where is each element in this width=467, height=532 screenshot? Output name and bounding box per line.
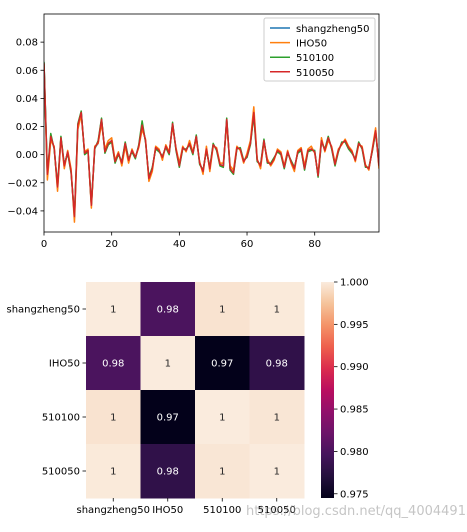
colorbar-tick-label: 0.985 xyxy=(340,405,369,416)
y-tick-label: 0.04 xyxy=(16,94,38,105)
heatmap-cell-label: 0.98 xyxy=(157,305,179,316)
heatmap-cell-label: 0.98 xyxy=(157,467,179,478)
heatmap-cell-label: 0.98 xyxy=(102,359,124,370)
y-tick-label: 0.02 xyxy=(16,122,38,133)
x-tick-label: 0 xyxy=(41,239,47,250)
heatmap-cell-label: 1 xyxy=(110,413,116,424)
heatmap-cell-label: 0.97 xyxy=(211,359,233,370)
heatmap-cell-label: 1 xyxy=(274,467,280,478)
heatmap-cell xyxy=(140,282,196,337)
y-tick-label: 0.06 xyxy=(16,66,38,77)
legend: shangzheng50 IHO50 510100 510050 xyxy=(263,17,376,82)
heatmap-cell xyxy=(195,444,250,499)
row-label: 510100 xyxy=(42,413,80,424)
heatmap-cell xyxy=(86,336,141,391)
plot-frame xyxy=(43,13,380,233)
heatmap-cell xyxy=(140,390,196,445)
colorbar-scale xyxy=(321,282,334,498)
correlation-heatmap: 1 0.98 1 1 0.98 1 0.97 0.98 1 0.97 1 1 1 0.98 1 1 shangz… xyxy=(6,282,305,516)
heatmap-cell-label: 1 xyxy=(219,413,225,424)
column-label: shangzheng50 xyxy=(76,505,150,516)
line-chart: 0 20 40 60 80 −0.04 −0.02 0.00 0.02 0.04 0.06 0.08 s… xyxy=(7,13,380,250)
colorbar-tick-label: 1.000 xyxy=(340,278,369,289)
colorbar-tick-label: 0.975 xyxy=(340,489,369,500)
heatmap-cell-label: 1 xyxy=(274,305,280,316)
heatmap-cell-label: 1 xyxy=(110,467,116,478)
x-tick-label: 20 xyxy=(105,239,118,250)
row-label: shangzheng50 xyxy=(6,305,80,316)
heatmap-cell xyxy=(249,390,305,445)
series-group xyxy=(44,61,379,223)
series-line-3 xyxy=(44,63,379,218)
column-label: 510100 xyxy=(203,505,241,516)
heatmap-cell xyxy=(195,390,250,445)
column-label: IHO50 xyxy=(152,505,183,516)
legend-label-3: 510050 xyxy=(296,68,334,79)
row-label: 510050 xyxy=(42,467,80,478)
heatmap-cell xyxy=(195,282,250,337)
legend-label-0: shangzheng50 xyxy=(296,24,370,35)
y-tick-label: −0.04 xyxy=(7,206,38,217)
y-tick-label: −0.02 xyxy=(7,178,38,189)
legend-label-1: IHO50 xyxy=(296,39,327,50)
y-tick-label: 0.08 xyxy=(16,38,38,49)
legend-box xyxy=(263,17,376,82)
colorbar-tick-label: 0.990 xyxy=(340,362,369,373)
heatmap-cell xyxy=(249,444,305,499)
heatmap-cell-label: 1 xyxy=(219,305,225,316)
heatmap-cell-label: 0.97 xyxy=(157,413,179,424)
series-line-1 xyxy=(44,67,379,223)
legend-label-2: 510100 xyxy=(296,53,334,64)
heatmap-cell xyxy=(249,282,305,337)
colorbar: 0.975 0.980 0.985 0.990 0.995 1.000 xyxy=(321,278,369,500)
heatmap-cell-label: 1 xyxy=(274,413,280,424)
colorbar-tick-label: 0.995 xyxy=(340,320,369,331)
heatmap-cell xyxy=(140,336,196,391)
x-tick-label: 60 xyxy=(241,239,254,250)
heatmap-cell xyxy=(86,282,141,337)
heatmap-cell xyxy=(86,390,141,445)
row-label: IHO50 xyxy=(49,359,80,370)
heatmap-cell xyxy=(195,336,250,391)
x-tick-label: 40 xyxy=(173,239,186,250)
heatmap-cell xyxy=(140,444,196,499)
heatmap-cell xyxy=(86,444,141,499)
heatmap-cell-label: 1 xyxy=(110,305,116,316)
colorbar-tick-label: 0.980 xyxy=(340,447,369,458)
heatmap-cell-label: 0.98 xyxy=(266,359,288,370)
heatmap-cell-label: 1 xyxy=(219,467,225,478)
heatmap-cell-label: 1 xyxy=(165,359,171,370)
heatmap-cell xyxy=(249,336,305,391)
y-tick-label: 0.00 xyxy=(16,150,38,161)
column-label: 510050 xyxy=(258,505,296,516)
x-tick-label: 80 xyxy=(308,239,321,250)
